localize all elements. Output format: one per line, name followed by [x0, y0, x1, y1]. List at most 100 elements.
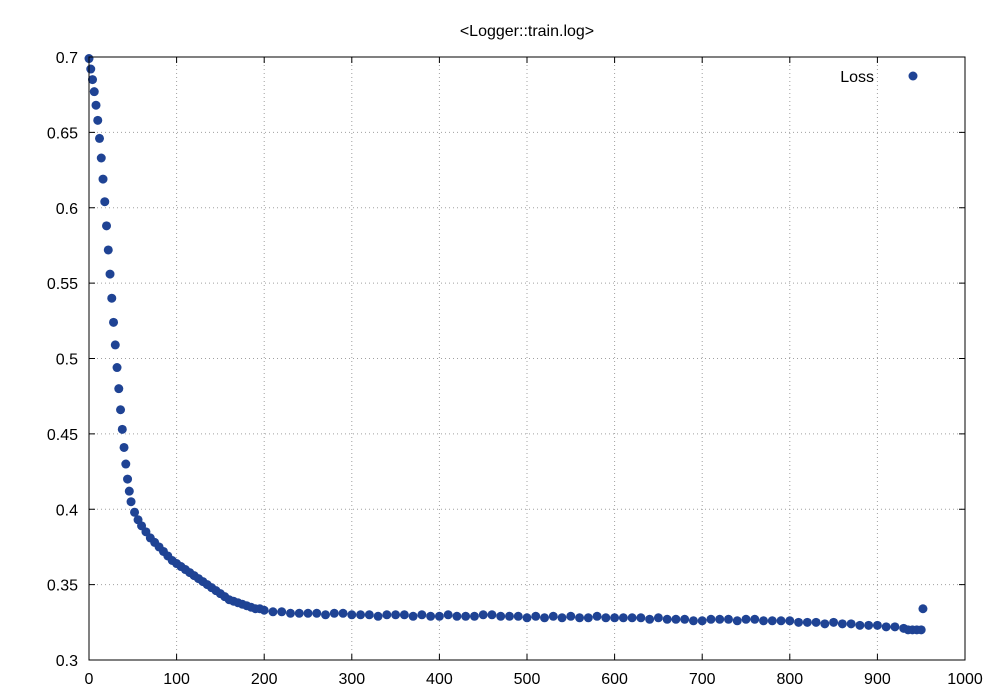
data-point-loss	[329, 608, 339, 618]
data-point-loss	[767, 616, 777, 626]
data-point-loss	[452, 611, 462, 621]
data-point-loss	[829, 617, 839, 627]
data-point-loss	[116, 405, 126, 415]
data-point-loss	[321, 610, 331, 620]
data-point-loss	[583, 613, 593, 623]
data-point-loss	[531, 611, 541, 621]
data-point-loss	[117, 424, 127, 434]
data-point-loss	[618, 613, 628, 623]
data-point-loss	[103, 245, 113, 255]
data-point-loss	[469, 611, 479, 621]
data-point-loss	[522, 613, 532, 623]
x-tick-label: 100	[163, 671, 190, 688]
data-point-loss	[119, 442, 129, 452]
data-point-loss	[382, 610, 392, 620]
data-point-loss	[645, 614, 655, 624]
data-point-loss	[916, 625, 926, 635]
data-point-loss	[105, 269, 115, 279]
data-point-loss	[338, 608, 348, 618]
data-point-loss	[864, 620, 874, 630]
data-point-loss	[592, 611, 602, 621]
x-tick-label: 1000	[947, 671, 983, 688]
data-point-loss	[259, 605, 269, 615]
data-point-loss	[513, 611, 523, 621]
data-point-loss	[391, 610, 401, 620]
data-point-loss	[566, 611, 576, 621]
data-point-loss	[443, 610, 453, 620]
data-point-loss	[364, 610, 374, 620]
data-point-loss	[732, 616, 742, 626]
data-point-loss	[86, 64, 96, 74]
data-point-loss	[802, 617, 812, 627]
data-point-loss	[627, 613, 637, 623]
data-point-loss	[759, 616, 769, 626]
x-tick-label: 400	[426, 671, 453, 688]
x-tick-label: 600	[601, 671, 628, 688]
data-point-loss	[575, 613, 585, 623]
x-tick-label: 0	[85, 671, 94, 688]
data-point-loss	[107, 293, 117, 303]
data-point-loss	[540, 613, 550, 623]
legend-marker-loss	[908, 71, 918, 81]
data-point-loss	[723, 614, 733, 624]
data-point-loss	[123, 474, 133, 484]
data-point-loss	[820, 619, 830, 629]
data-point-loss	[706, 614, 716, 624]
data-point-loss	[688, 616, 698, 626]
data-point-loss	[636, 613, 646, 623]
data-point-loss	[671, 614, 681, 624]
data-point-loss	[776, 616, 786, 626]
data-point-loss	[855, 620, 865, 630]
data-point-loss	[837, 619, 847, 629]
data-point-loss	[89, 87, 99, 97]
data-point-loss	[102, 221, 112, 231]
data-point-loss	[794, 617, 804, 627]
data-point-loss	[126, 497, 136, 507]
y-tick-label: 0.65	[47, 125, 78, 142]
data-point-loss	[610, 613, 620, 623]
data-point-loss	[124, 486, 134, 496]
data-point-loss	[496, 611, 506, 621]
data-point-loss	[653, 613, 663, 623]
data-point-loss	[277, 607, 287, 617]
y-tick-label: 0.6	[56, 201, 78, 218]
legend: Loss	[840, 69, 918, 86]
x-tick-label: 700	[689, 671, 716, 688]
data-point-loss	[399, 610, 409, 620]
data-point-loss	[715, 614, 725, 624]
data-point-loss	[303, 608, 313, 618]
data-point-loss	[294, 608, 304, 618]
grid-layer	[89, 57, 965, 660]
x-tick-label: 300	[338, 671, 365, 688]
data-point-loss	[846, 619, 856, 629]
x-tick-label: 900	[864, 671, 891, 688]
data-point-loss	[96, 153, 106, 163]
y-tick-label: 0.7	[56, 50, 78, 67]
data-point-loss	[110, 340, 120, 350]
data-point-loss	[347, 610, 357, 620]
data-point-loss	[408, 611, 418, 621]
y-tick-label: 0.4	[56, 502, 78, 519]
y-tick-label: 0.55	[47, 276, 78, 293]
y-tick-label: 0.45	[47, 427, 78, 444]
data-point-loss	[112, 363, 122, 373]
x-tick-label: 800	[776, 671, 803, 688]
data-point-loss	[98, 174, 108, 184]
data-point-loss	[373, 611, 383, 621]
data-point-loss	[434, 611, 444, 621]
data-point-loss	[557, 613, 567, 623]
data-point-loss	[312, 608, 322, 618]
data-point-loss	[417, 610, 427, 620]
data-point-loss	[872, 620, 882, 630]
y-tick-label: 0.35	[47, 578, 78, 595]
data-point-loss	[785, 616, 795, 626]
plot-frame	[88, 56, 966, 661]
x-tick-label: 500	[514, 671, 541, 688]
data-point-loss	[93, 115, 103, 125]
data-point-loss	[680, 614, 690, 624]
data-point-loss	[478, 610, 488, 620]
data-point-loss	[461, 611, 471, 621]
legend-label-loss: Loss	[840, 69, 874, 86]
